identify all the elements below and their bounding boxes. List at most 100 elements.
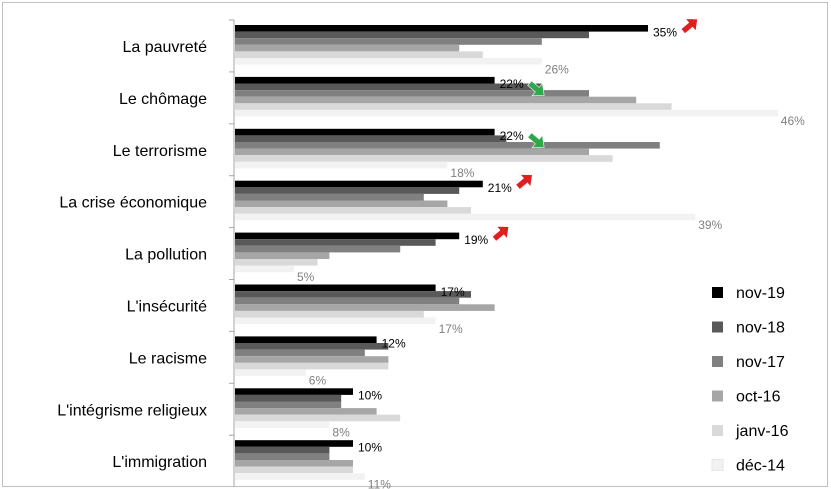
bar-déc-14 <box>235 317 436 325</box>
arrow-shape <box>527 132 545 148</box>
bar-nov-19 <box>235 336 377 343</box>
bar-déc-14 <box>235 421 330 428</box>
bar-nov-18 <box>235 187 460 194</box>
trend-up-arrow-icon <box>680 18 698 35</box>
bar-nov-19 <box>235 284 436 292</box>
bar-nov-17 <box>235 90 589 97</box>
bar-oct-16 <box>235 304 495 311</box>
bar-nov-17 <box>235 193 424 201</box>
legend-swatch-nov-17 <box>712 356 723 367</box>
trend-down-arrow-icon <box>527 80 545 97</box>
category-label: Le terrorisme <box>113 143 207 160</box>
trend-up-arrow-icon <box>491 226 510 242</box>
category-label: Le chômage <box>119 91 207 108</box>
bar-nov-18 <box>235 31 589 39</box>
bar-nov-18 <box>235 343 389 350</box>
bar-nov-18 <box>235 291 471 298</box>
data-label: 10% <box>358 389 382 403</box>
arrow-shape <box>527 80 545 97</box>
arrow-shape <box>491 226 510 242</box>
bar-janv-16 <box>235 259 318 266</box>
arrow-shape <box>680 18 698 35</box>
bar-oct-16 <box>235 200 448 208</box>
bar-oct-16 <box>235 408 377 415</box>
data-label: 12% <box>382 337 406 351</box>
category-label: L'insécurité <box>127 298 208 315</box>
bar-nov-19 <box>235 25 648 32</box>
data-label: 46% <box>781 114 805 128</box>
trend-down-arrow-icon <box>527 132 545 148</box>
bar-oct-16 <box>235 96 637 104</box>
data-label: 22% <box>500 129 524 143</box>
data-label: 39% <box>698 218 722 232</box>
legend-label-nov-19: nov-19 <box>736 285 785 302</box>
bar-nov-17 <box>235 401 342 409</box>
data-label: 18% <box>450 166 474 180</box>
legend-swatch-nov-19 <box>712 287 723 298</box>
bar-nov-19 <box>235 128 495 136</box>
bar-nov-18 <box>235 446 330 454</box>
data-label: 17% <box>439 322 463 336</box>
bar-nov-19 <box>235 232 460 240</box>
category-label: L'immigration <box>112 454 207 471</box>
data-label: 22% <box>500 77 524 91</box>
legend-label-nov-18: nov-18 <box>736 320 785 337</box>
bar-déc-14 <box>235 58 542 65</box>
bar-janv-16 <box>235 362 389 370</box>
legend-swatch-janv-16 <box>712 425 723 436</box>
bar-déc-14 <box>235 213 696 221</box>
bar-janv-16 <box>235 103 672 110</box>
legend-swatch-oct-16 <box>712 390 723 402</box>
bar-janv-16 <box>235 414 401 422</box>
bar-oct-16 <box>235 356 389 363</box>
bar-oct-16 <box>235 148 589 156</box>
bar-nov-18 <box>235 135 507 142</box>
category-label: La pauvreté <box>122 39 207 56</box>
bar-janv-16 <box>235 466 353 474</box>
data-label: 17% <box>441 285 465 299</box>
bar-nov-19 <box>235 76 495 84</box>
category-label: La crise économique <box>59 195 207 212</box>
bar-oct-16 <box>235 44 460 52</box>
data-label: 21% <box>488 181 512 195</box>
bar-déc-14 <box>235 109 778 117</box>
legend-label-nov-17: nov-17 <box>736 354 785 371</box>
bar-nov-17 <box>235 297 460 305</box>
legend-label-déc-14: déc-14 <box>736 458 785 475</box>
legend-label-oct-16: oct-16 <box>736 389 781 406</box>
bar-nov-17 <box>235 349 365 357</box>
bar-oct-16 <box>235 460 353 467</box>
bar-nov-17 <box>235 38 542 45</box>
bar-nov-17 <box>235 453 330 460</box>
bar-oct-16 <box>235 252 330 259</box>
bar-janv-16 <box>235 155 613 162</box>
bar-déc-14 <box>235 369 306 376</box>
bar-janv-16 <box>235 207 471 214</box>
bar-janv-16 <box>235 51 483 58</box>
category-label: La pollution <box>125 247 207 264</box>
trend-up-arrow-icon <box>515 174 533 190</box>
bar-nov-17 <box>235 245 401 253</box>
bar-nov-18 <box>235 83 542 91</box>
legend-swatch-déc-14 <box>711 459 724 471</box>
bar-nov-17 <box>235 142 660 149</box>
arrow-shape <box>515 174 533 190</box>
legend-swatch-nov-18 <box>712 321 723 333</box>
data-label: 11% <box>368 478 391 489</box>
bar-nov-18 <box>235 394 342 402</box>
data-label: 5% <box>297 270 315 284</box>
legend-label-janv-16: janv-16 <box>735 423 789 440</box>
bar-déc-14 <box>235 161 448 169</box>
data-label: 10% <box>358 441 382 455</box>
data-label: 26% <box>545 62 569 76</box>
bar-nov-19 <box>235 388 353 395</box>
bar-déc-14 <box>235 265 294 273</box>
category-label: Le racisme <box>129 350 207 367</box>
bar-janv-16 <box>235 310 424 318</box>
bar-nov-19 <box>235 440 353 447</box>
bar-déc-14 <box>235 473 365 480</box>
data-label: 35% <box>653 25 677 39</box>
bar-nov-18 <box>235 239 436 246</box>
data-label: 6% <box>309 374 327 388</box>
